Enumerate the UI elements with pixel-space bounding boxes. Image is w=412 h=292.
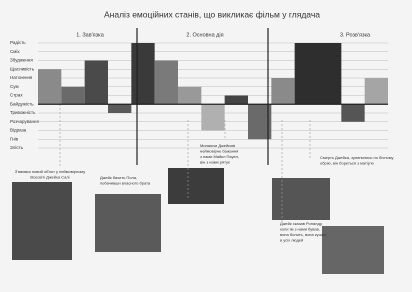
y-tick-label: Страх (10, 93, 23, 98)
caption: Джейк бачить Пола, (100, 175, 137, 180)
y-tick-label: Байдужість (10, 100, 34, 106)
y-tick-label: Сум (10, 84, 19, 89)
caption: Минаючи Джейкові (200, 143, 235, 148)
caption: побачивши власного брата (100, 181, 151, 186)
bar (341, 104, 364, 122)
y-tick-label: Тривожність (10, 110, 36, 115)
y-tick-label: Збудження (10, 58, 33, 63)
photo (168, 168, 224, 204)
caption: Смерть Джейка, зупинились по бічному (320, 155, 394, 160)
caption: коли їм з нами бував, (280, 227, 320, 232)
bar (271, 78, 294, 104)
chart: Аналіз емоційних станів, що викликає філ… (0, 0, 412, 292)
bar (201, 104, 224, 130)
bar (85, 61, 108, 105)
caption: Джейк сказав Роналду, (280, 221, 323, 226)
photo (322, 226, 384, 274)
bar (131, 43, 154, 104)
caption: неймовірне бажання (200, 149, 238, 154)
photo (272, 178, 330, 220)
bar (318, 43, 341, 104)
caption: Всесвіті Джейка Салі (30, 175, 69, 180)
y-tick-label: Розчарування (10, 119, 40, 124)
y-tick-label: Злість (10, 145, 24, 150)
y-tick-label: Сміх (10, 49, 20, 54)
y-tick-label: Натхнення (10, 75, 33, 80)
caption: З'явився новий об'єкт у неймовірному (15, 169, 85, 174)
bar (178, 87, 201, 105)
section-label: 3. Розв'язка (340, 32, 371, 38)
y-tick-label: Відраза (10, 128, 27, 133)
photo (95, 194, 161, 252)
caption: з нами Майкл Пауел, (200, 154, 239, 159)
photo (12, 182, 72, 260)
caption: він з нами рятує (200, 160, 230, 165)
bar (61, 87, 84, 105)
section-label: 2. Основна дія (186, 32, 223, 38)
section-label: 1. Зав'язка (76, 32, 104, 38)
bar (365, 78, 388, 104)
bar (108, 104, 131, 113)
bar (225, 96, 248, 105)
y-tick-label: Гнів (10, 136, 19, 141)
caption: вона болить, вона кушон (280, 232, 326, 237)
bar (295, 43, 318, 104)
y-tick-label: Щасливість (10, 66, 35, 71)
bar (38, 69, 61, 104)
caption: в усіх людей (280, 238, 303, 243)
y-tick-label: Радість (10, 40, 26, 45)
caption: обрію, він бореться з матір'ю (320, 161, 374, 166)
chart-title: Аналіз емоційних станів, що викликає філ… (104, 9, 320, 19)
bar (155, 61, 178, 105)
